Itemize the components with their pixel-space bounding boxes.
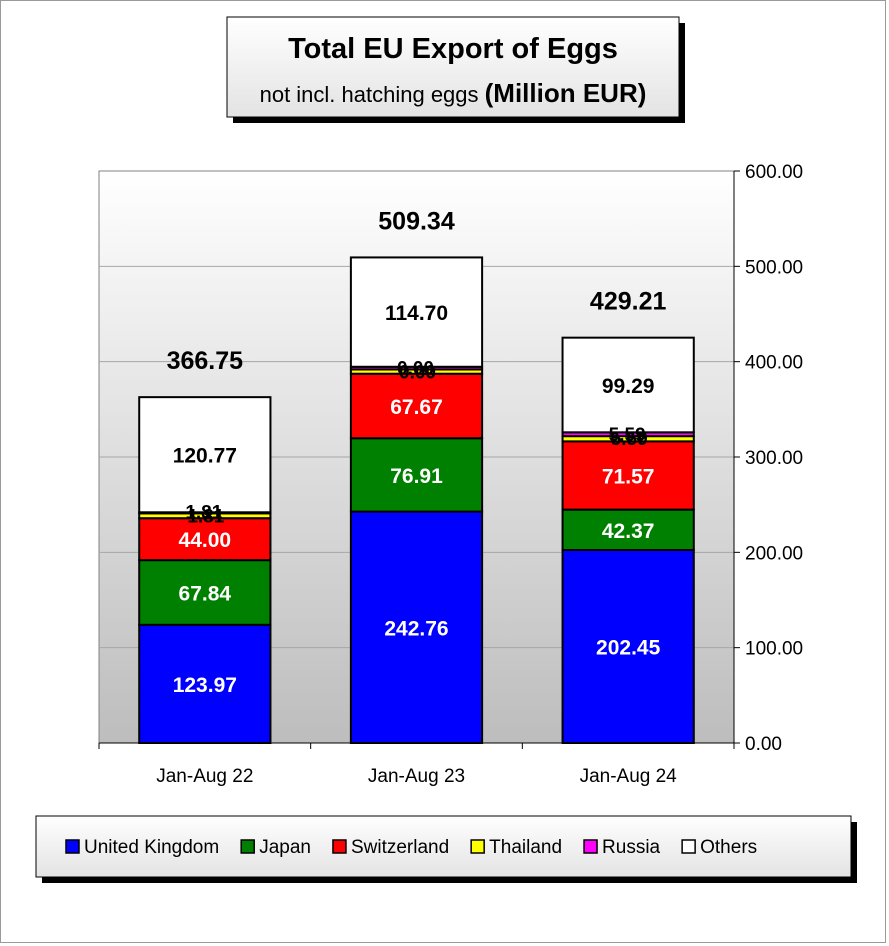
y-tick-label: 100.00 [745,639,803,660]
data-label: 44.00 [179,529,232,552]
legend-swatch [240,839,255,854]
y-tick-label: 300.00 [745,448,803,469]
bars [138,256,695,745]
x-tick-label: Jan-Aug 24 [580,766,678,787]
legend-swatch [583,839,598,854]
chart-subtitle-plain: not incl. hatching eggs [260,82,485,107]
data-label: 42.37 [602,520,655,543]
legend-swatch [65,839,80,854]
legend-label: Switzerland [351,837,449,858]
legend-label: United Kingdom [84,837,219,858]
data-label-small: 1.81 [187,506,224,527]
legend-swatch [332,839,347,854]
y-tick-label: 400.00 [745,353,803,374]
legend-label: Thailand [489,837,562,858]
bar-segment [349,372,484,440]
y-axis: 0.00 100.00 200.00 300.00 400.00 500.00 600.00 [733,162,803,755]
data-labels: 123.97 67.84 44.00 120.77 1.811.81 366.75 242.… [167,207,667,696]
data-label-small: 5.59 [611,429,648,450]
data-label: 123.97 [173,674,237,697]
y-tick-label: 500.00 [745,257,803,278]
data-label: 120.77 [173,445,237,468]
legend-items: United Kingdom Japan Switzerland Thailand Ru… [65,837,757,858]
total-label: 509.34 [378,207,455,235]
data-label-small: 0.00 [397,358,434,379]
data-label: 202.45 [596,636,661,659]
x-tick-label: Jan-Aug 22 [156,766,253,787]
data-label-small: 1.81 [185,502,222,523]
bar-segment [561,548,695,745]
legend-label: Others [700,837,757,858]
legend: United Kingdom Japan Switzerland Thailand Ru… [35,815,857,883]
data-label: 71.57 [602,465,655,488]
data-label-small: 0.00 [399,362,436,383]
x-axis: Jan-Aug 22 Jan-Aug 23 Jan-Aug 24 [98,742,735,787]
bar-segment [561,336,695,434]
data-label-small: 5.59 [609,425,646,446]
data-label: 76.91 [390,465,443,488]
data-label: 67.84 [179,582,232,605]
legend-label: Russia [602,837,661,858]
y-tick-label: 0.00 [745,734,782,755]
chart-title: Total EU Export of Eggs [288,33,618,65]
bar-segment [349,437,484,513]
y-tick-label: 200.00 [745,543,803,564]
legend-swatch [470,839,485,854]
data-label: 242.76 [384,617,448,640]
total-label: 366.75 [167,347,244,375]
title-box: Total EU Export of Eggs not incl. hatchi… [226,16,685,123]
legend-swatch [681,839,696,854]
bar-segment [138,396,272,514]
x-tick-label: Jan-Aug 23 [368,766,465,787]
chart-subtitle-bold: (Million EUR) [485,78,647,108]
data-label: 99.29 [602,375,655,398]
data-label: 67.67 [390,396,443,419]
bar-segment [138,517,272,562]
data-label: 114.70 [385,302,448,325]
bar-segment [349,510,484,744]
y-tick-label: 600.00 [745,162,803,183]
total-label: 429.21 [590,288,667,316]
legend-label: Japan [259,837,311,858]
chart-subtitle: not incl. hatching eggs (Million EUR) [260,78,647,108]
bar-segment [349,256,484,368]
